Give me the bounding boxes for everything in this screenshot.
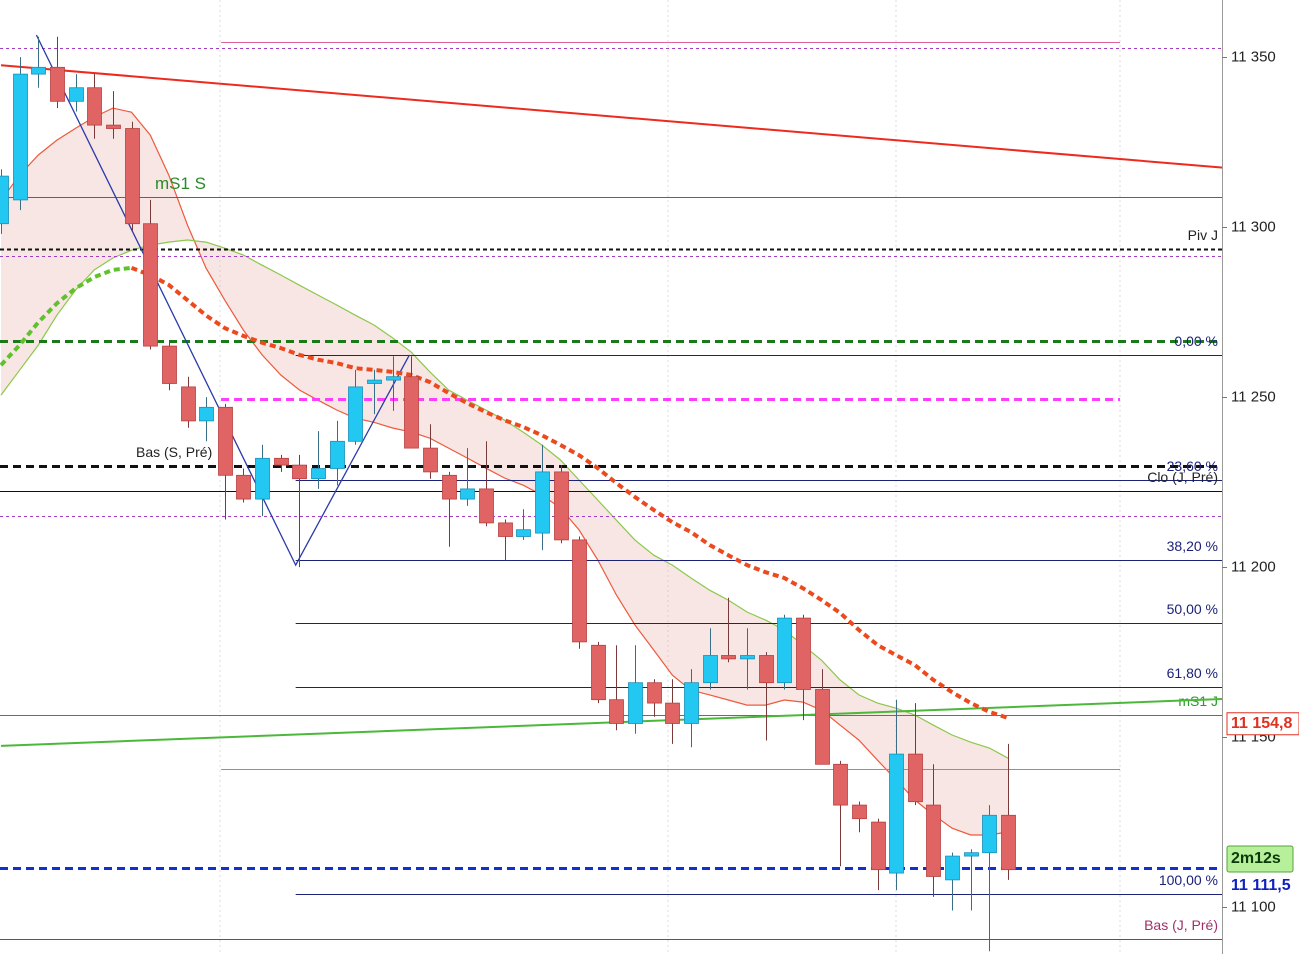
candle-body — [815, 689, 830, 765]
candle-body — [330, 440, 345, 469]
candle-body — [871, 821, 886, 871]
candle-body — [665, 702, 680, 724]
candle-body — [442, 474, 457, 500]
band-line — [0, 107, 1009, 836]
price-tag-label: 11 154,8 — [1231, 715, 1293, 732]
moving-average — [0, 265, 132, 367]
candle-body — [703, 655, 718, 684]
level-label: 50,00 % — [1167, 601, 1218, 617]
trend-line — [35, 34, 410, 567]
candle-body — [218, 406, 233, 476]
candle-body — [50, 66, 65, 102]
candle-body — [740, 655, 755, 660]
candle-body — [367, 379, 382, 384]
trend-line — [0, 64, 1299, 176]
candle-body — [647, 682, 662, 704]
candle-body — [572, 539, 587, 643]
candle-body — [852, 804, 867, 820]
candle-body — [274, 457, 289, 466]
plot-area: mS1 S Piv J 0,00 % Bas (S, Pré) 23,60 %Clo (… — [0, 34, 1299, 952]
candle-body — [535, 471, 550, 534]
candle-body — [721, 655, 736, 660]
y-tick-label: 11 250 — [1231, 388, 1276, 405]
level-label: mS1 S — [155, 174, 206, 193]
candle-body — [87, 87, 102, 126]
candle-body — [386, 376, 401, 381]
candle-body — [106, 124, 121, 129]
price-tag-box — [1227, 874, 1299, 897]
y-tick-label: 11 300 — [1231, 218, 1276, 235]
level-label: Clo (J, Pré) — [1147, 469, 1218, 485]
candle-body — [423, 447, 438, 473]
candle-body — [311, 468, 326, 480]
level-label: Bas (S, Pré) — [136, 444, 212, 460]
candle-body — [908, 753, 923, 803]
y-tick-label: 11 350 — [1231, 48, 1276, 65]
candle-body — [404, 376, 419, 449]
candle-body — [13, 73, 28, 201]
level-label: mS1 J — [1178, 693, 1218, 709]
candle-body — [628, 682, 643, 724]
timer-label: 2m12s — [1231, 850, 1281, 867]
candle-body — [759, 655, 774, 684]
candle-body — [479, 488, 494, 524]
price-tag-box — [1226, 712, 1299, 736]
y-tick-label: 11 200 — [1231, 558, 1276, 575]
candle-body — [199, 406, 214, 422]
candle-body — [684, 682, 699, 724]
level-label: 38,20 % — [1167, 538, 1218, 554]
candle-body — [236, 474, 251, 500]
candle-body — [162, 345, 177, 384]
candle-body — [777, 617, 792, 684]
candle-body — [796, 617, 811, 690]
level-label: Bas (J, Pré) — [1144, 917, 1218, 933]
moving-average — [130, 266, 1009, 720]
candle-body — [609, 699, 624, 724]
band-fill — [1, 108, 1009, 836]
candle-body — [833, 763, 848, 806]
candle-body — [945, 855, 960, 881]
candle-body — [964, 852, 979, 857]
level-label: Piv J — [1188, 227, 1218, 243]
price-tag-label: 11 111,5 — [1231, 877, 1291, 894]
y-tick-label: 11 100 — [1231, 898, 1276, 915]
timer-box — [1226, 845, 1294, 873]
level-label: 0,00 % — [1174, 333, 1218, 349]
candle-body — [982, 814, 997, 854]
candle-body — [1001, 814, 1016, 871]
candle-body — [460, 488, 475, 500]
candle-body — [181, 386, 196, 422]
price-axis-panel — [1223, 0, 1299, 954]
level-label: 61,80 % — [1167, 665, 1218, 681]
candle-body — [31, 66, 46, 75]
candle-body — [125, 128, 140, 225]
candle-body — [292, 464, 307, 480]
trend-line — [0, 695, 1299, 747]
band-line — [0, 239, 1009, 759]
candle-body — [498, 522, 513, 537]
candle-body — [554, 471, 569, 541]
level-label: 23,60 % — [1167, 458, 1218, 474]
candle-body — [255, 457, 270, 500]
candle-body — [926, 804, 941, 877]
candle-body — [143, 223, 158, 347]
candle-body — [889, 753, 904, 874]
level-label: 100,00 % — [1159, 872, 1218, 888]
candle-body — [0, 175, 9, 225]
candle-body — [516, 529, 531, 537]
candle-body — [591, 644, 606, 701]
candle-body — [348, 386, 363, 442]
candle-body — [69, 87, 84, 102]
